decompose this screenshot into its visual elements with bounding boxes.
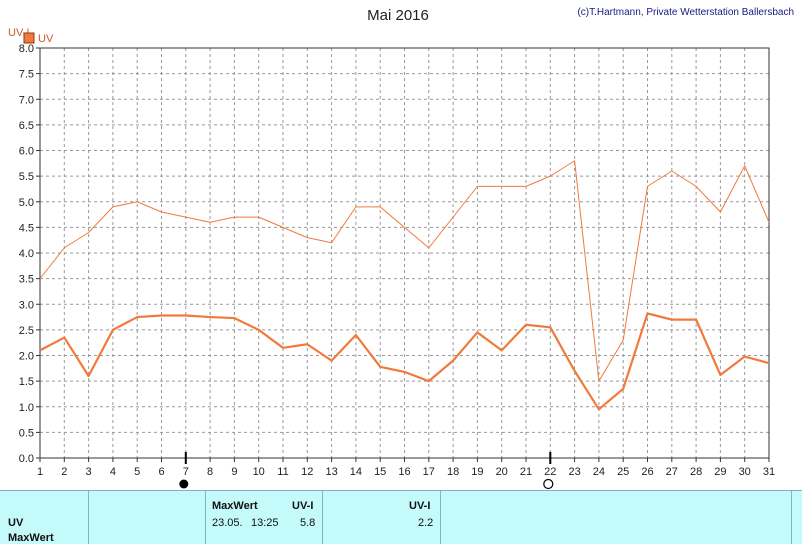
y-tick-label: 3.5 (19, 274, 34, 286)
x-tick-label: 11 (277, 466, 288, 478)
x-tick-label: 22 (544, 466, 556, 478)
y-tick-label: 4.0 (19, 248, 34, 260)
legend-label: UV (38, 33, 54, 45)
y-tick-label: 3.0 (19, 299, 34, 311)
y-tick-label: 8.0 (19, 43, 34, 55)
plot-area: 0.0 0.5 1.0 1.5 2.0 2.5 3.0 3.5 4.0 4.5 5.0 5.5 6.0 6… (19, 43, 775, 490)
y-tick-label: 7.5 (19, 69, 34, 81)
x-tick-label: 17 (423, 466, 435, 478)
x-tick-label: 1 (37, 466, 43, 478)
x-tick-label: 25 (617, 466, 629, 478)
stats-table: UV MaxWert MaxWert UV-I 23.05. 13:25 5.8… (0, 490, 802, 544)
x-tick-label: 18 (447, 466, 459, 478)
y-tick-label: 5.5 (19, 171, 34, 183)
row-label-uv: UV (8, 517, 24, 529)
avg-column (322, 491, 441, 544)
y-tick-label: 5.0 (19, 197, 34, 209)
spacer-column (88, 491, 206, 544)
y-tick-label: 0.5 (19, 427, 34, 439)
x-tick-label: 16 (398, 466, 410, 478)
legend-swatch (23, 32, 35, 44)
new-moon-icon (179, 479, 189, 489)
y-tick-label: 4.5 (19, 222, 34, 234)
y-tick-label: 2.0 (19, 351, 34, 363)
x-tick-label: 15 (374, 466, 386, 478)
max-column (205, 491, 323, 544)
x-tick-label: 29 (714, 466, 726, 478)
x-tick-label: 20 (496, 466, 508, 478)
avg-value: 2.2 (418, 517, 434, 529)
max-header: MaxWert (212, 500, 258, 512)
y-tick-label: 6.5 (19, 120, 34, 132)
chart-title: Mai 2016 (367, 7, 429, 24)
x-tick-label: 13 (325, 466, 337, 478)
plot-frame (39, 47, 770, 459)
x-tick-label: 12 (301, 466, 313, 478)
x-tick-label: 30 (739, 466, 751, 478)
x-tick-label: 31 (763, 466, 775, 478)
x-tick-label: 7 (183, 466, 189, 478)
x-tick-label: 5 (134, 466, 140, 478)
y-tick-label: 2.5 (19, 325, 34, 337)
x-tick-label: 21 (520, 466, 532, 478)
x-tick-label: 2 (61, 466, 67, 478)
max-value: 5.8 (300, 517, 316, 529)
x-tick-label: 8 (207, 466, 213, 478)
x-tick-label: 28 (690, 466, 702, 478)
series-line-1 (39, 160, 770, 382)
x-tick-label: 9 (231, 466, 237, 478)
x-tick-label: 27 (666, 466, 678, 478)
x-tick-label: 14 (350, 466, 362, 478)
series-line-2 (39, 312, 770, 411)
unit-header: UV-I (292, 500, 314, 512)
x-tick-label: 23 (568, 466, 580, 478)
row-label-maxwert: MaxWert (8, 532, 54, 544)
empty-column (440, 491, 792, 544)
x-tick-label: 3 (86, 466, 92, 478)
y-tick-label: 0.0 (19, 453, 34, 465)
credit-text: (c)T.Hartmann, Private Wetterstation Bal… (577, 7, 794, 18)
uv-chart: Mai 2016 (c)T.Hartmann, Private Wetterst… (8, 7, 794, 490)
x-tick-label: 26 (641, 466, 653, 478)
y-tick-label: 6.0 (19, 146, 34, 158)
x-tick-label: 24 (593, 466, 605, 478)
x-tick-label: 10 (253, 466, 265, 478)
y-tick-label: 7.0 (19, 94, 34, 106)
x-tick-label: 19 (471, 466, 483, 478)
y-tick-label: 1.0 (19, 402, 34, 414)
y-tick-label: 1.5 (19, 376, 34, 388)
x-tick-label: 4 (110, 466, 116, 478)
avg-header: UV-I (409, 500, 431, 512)
label-column (0, 491, 89, 544)
max-time: 13:25 (251, 517, 279, 529)
full-moon-icon (543, 478, 554, 490)
x-tick-label: 6 (158, 466, 164, 478)
max-date: 23.05. (212, 517, 243, 529)
